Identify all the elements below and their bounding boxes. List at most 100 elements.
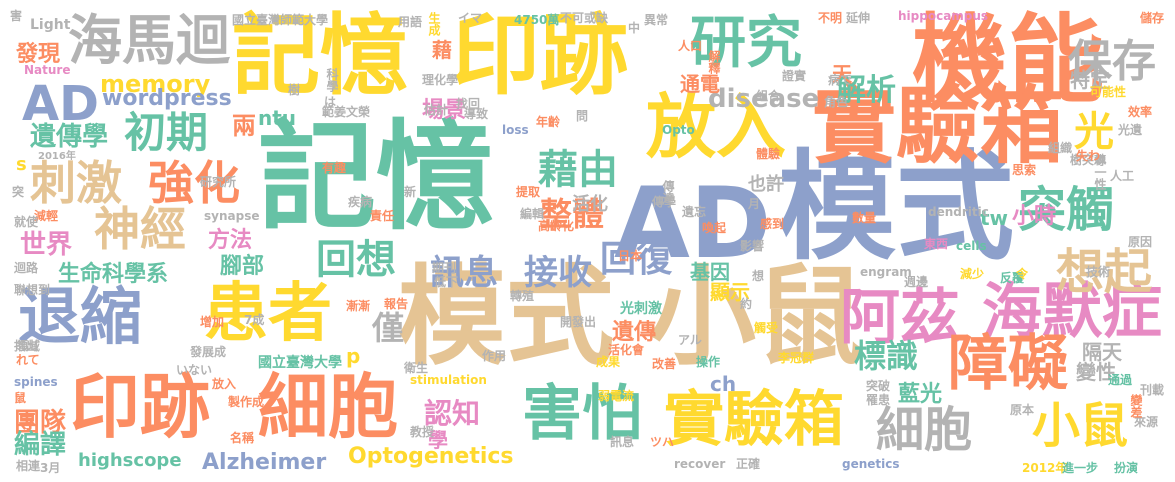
cloud-word: 生成 xyxy=(427,12,441,36)
cloud-word: 光 xyxy=(1074,109,1114,155)
cloud-word: 通電 xyxy=(680,72,720,96)
cloud-word: 藉由 xyxy=(538,147,618,193)
cloud-word: 發現 xyxy=(16,42,61,67)
cloud-word: 兩 xyxy=(232,112,256,140)
cloud-word: 解析 xyxy=(836,73,896,108)
cloud-word: アル xyxy=(678,333,702,347)
cloud-word: 扮演 xyxy=(1114,461,1139,475)
cloud-word: 操作 xyxy=(696,355,721,369)
cloud-word: cells xyxy=(956,239,987,253)
cloud-word: loss xyxy=(502,123,529,137)
cloud-word: 週邊 xyxy=(904,275,929,289)
cloud-word: 疾病 xyxy=(348,195,373,209)
cloud-word: 日本 xyxy=(618,249,643,263)
cloud-word: 證實 xyxy=(782,69,807,83)
cloud-word: 初期 xyxy=(124,108,209,157)
cloud-word: 製作成 xyxy=(228,395,265,409)
cloud-word: 估計 xyxy=(424,103,449,117)
cloud-word: 團隊 xyxy=(14,408,67,438)
cloud-word: 月 xyxy=(748,197,761,211)
cloud-word: 遺傳 xyxy=(612,320,657,345)
cloud-word: 研究 xyxy=(690,11,802,76)
cloud-word: 作用 xyxy=(482,349,507,363)
cloud-word: 減少 xyxy=(960,267,985,281)
cloud-word: 進一步 xyxy=(1062,461,1099,475)
cloud-word: 放入 xyxy=(212,377,237,391)
cloud-word: 突破 xyxy=(866,379,891,393)
cloud-word: 實驗箱 xyxy=(664,385,844,455)
cloud-word: 年齡 xyxy=(536,115,561,129)
cloud-word: 來源 xyxy=(1134,415,1159,429)
cloud-word: 學 xyxy=(428,428,448,452)
cloud-word: 傳達 xyxy=(661,180,675,204)
cloud-word: AD xyxy=(614,167,772,281)
cloud-word: 可能性 xyxy=(1090,85,1127,99)
cloud-word: 研究所 xyxy=(200,175,237,189)
cloud-word: 聯想到 xyxy=(14,283,51,297)
cloud-word: 神經 xyxy=(94,202,186,256)
cloud-word: genetics xyxy=(842,457,900,471)
cloud-word: 小鼠 xyxy=(648,255,865,380)
cloud-word: 回想 xyxy=(316,237,396,283)
cloud-word: 放入 xyxy=(646,86,786,168)
cloud-word: れて xyxy=(16,353,40,367)
cloud-word: 指出 xyxy=(14,339,39,353)
cloud-word: 國立臺灣大學 xyxy=(258,355,342,371)
cloud-word: 記憶 xyxy=(258,108,495,246)
cloud-word: 認知 xyxy=(424,397,481,430)
cloud-word: 約 xyxy=(740,297,753,311)
cloud-word: 光遺 xyxy=(1118,123,1143,137)
cloud-word: 罹患 xyxy=(866,393,891,407)
cloud-word: 漸漸 xyxy=(346,299,371,313)
cloud-word: 訊息 xyxy=(610,435,635,449)
cloud-word: 技術 xyxy=(1086,265,1111,279)
cloud-word: 新 xyxy=(404,185,417,199)
cloud-word: 增加 xyxy=(200,315,225,329)
cloud-word: 害怕 xyxy=(522,379,642,449)
cloud-word: 腳部 xyxy=(220,254,265,279)
cloud-word: 刺激 xyxy=(30,156,122,210)
cloud-word: 隔天 xyxy=(1082,340,1122,364)
cloud-word: 光刺激 xyxy=(620,301,662,317)
cloud-word: 印跡 xyxy=(70,366,210,448)
cloud-word: 細胞 xyxy=(876,402,973,458)
cloud-word: は xyxy=(324,95,337,109)
cloud-word: 不可或缺 xyxy=(560,11,609,25)
cloud-word: spines xyxy=(14,375,58,389)
cloud-word: 藉 xyxy=(432,38,452,62)
cloud-word: 活化會 xyxy=(608,343,645,357)
cloud-word: 原因 xyxy=(1128,235,1153,249)
cloud-word: 印跡 xyxy=(452,4,629,107)
cloud-word: 僅 xyxy=(372,309,405,347)
cloud-word: 人工 xyxy=(1110,169,1135,183)
cloud-word: 範姜文榮 xyxy=(322,105,371,119)
cloud-word: 減輕 xyxy=(34,209,59,223)
cloud-word: hippocampus xyxy=(898,9,989,23)
cloud-word: 退縮 xyxy=(18,280,143,353)
cloud-word: 異常 xyxy=(644,13,669,27)
cloud-word: 遺傳學 xyxy=(30,122,109,152)
cloud-word: 訊息 xyxy=(430,253,498,293)
cloud-word: 阿茲 xyxy=(840,283,960,353)
cloud-word: 理化學 xyxy=(422,73,459,87)
cloud-word: disease xyxy=(708,84,820,114)
cloud-word: stimulation xyxy=(410,373,487,387)
cloud-word: 感到 xyxy=(760,217,785,231)
cloud-word: 改善 xyxy=(652,357,677,371)
cloud-word: 編譯 xyxy=(14,430,67,460)
cloud-word: 科學 xyxy=(325,68,339,92)
cloud-word: 方法 xyxy=(208,228,253,253)
cloud-word: 海馬迴 xyxy=(68,9,230,72)
cloud-word: 開發出 xyxy=(560,315,597,329)
cloud-word: 國立臺灣師範大學 xyxy=(232,13,329,27)
cloud-word: 遺忘 xyxy=(682,205,707,219)
cloud-word: 想起 xyxy=(1056,244,1153,300)
cloud-word: 樹 xyxy=(288,83,301,97)
cloud-word: 也許 xyxy=(748,174,784,195)
cloud-word: 組織 xyxy=(1048,141,1073,155)
cloud-word: 傳學 xyxy=(652,195,677,209)
cloud-word: 迴路 xyxy=(14,261,39,275)
cloud-word: 病で xyxy=(828,73,853,87)
cloud-word: ntu xyxy=(258,106,297,130)
cloud-word: 名稱 xyxy=(230,431,255,445)
